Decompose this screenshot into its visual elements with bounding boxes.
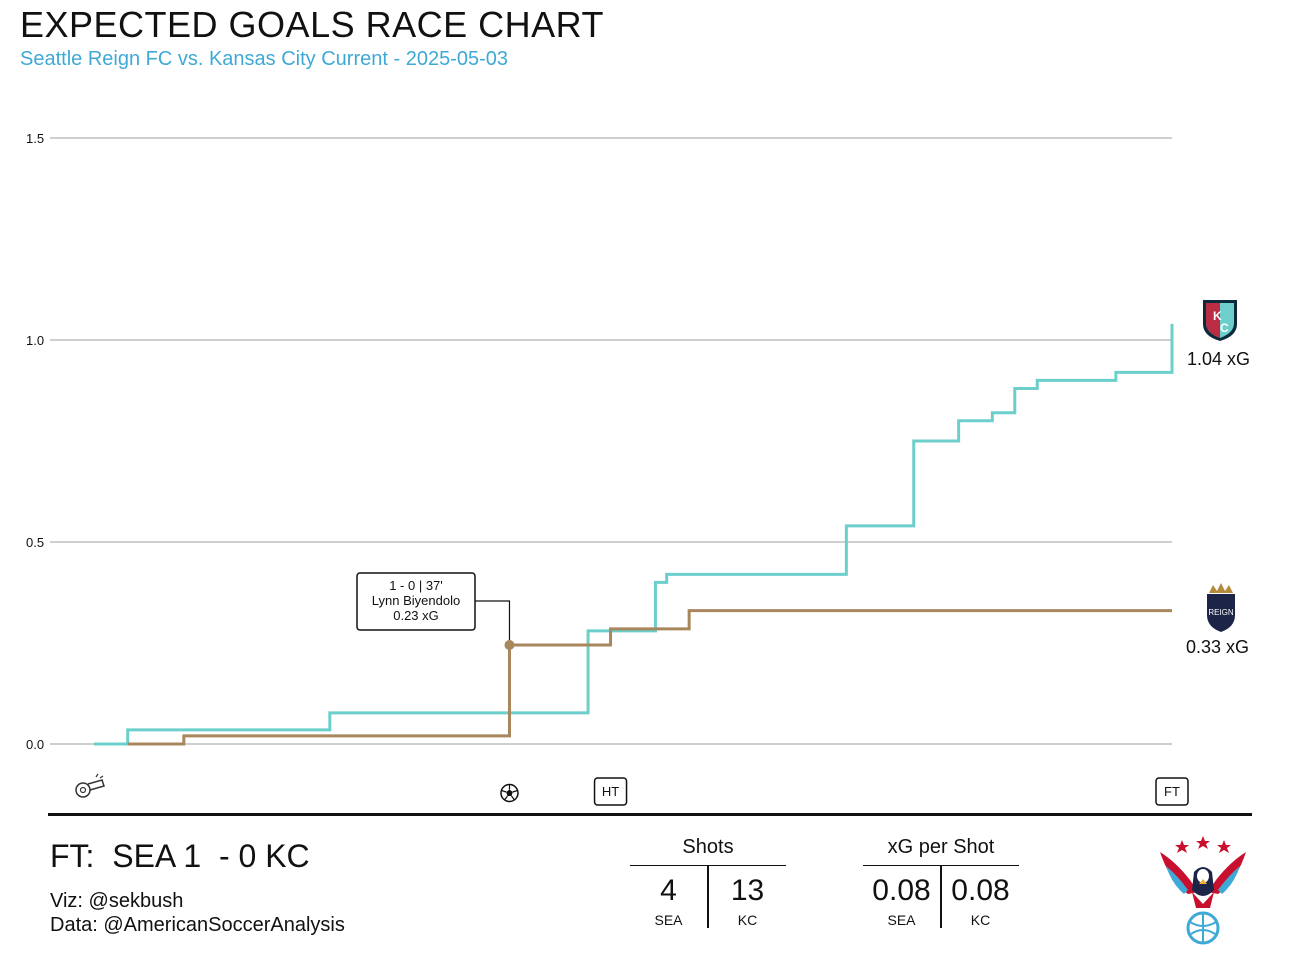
reign-crest-icon: REIGN xyxy=(1203,583,1239,633)
kc-current-crest-icon: K C xyxy=(1201,298,1239,342)
sea-shots-label: SEA xyxy=(654,912,683,928)
xg-race-chart: 0.0 0.5 1.0 1.5 1 - 0 | 37'Lynn Biyendolo0.… xyxy=(26,131,1189,806)
chart-title: EXPECTED GOALS RACE CHART xyxy=(20,4,604,45)
y-tick-label: 0.0 xyxy=(26,737,44,752)
svg-text:C: C xyxy=(1220,321,1229,335)
kc-xg-per-shot-label: KC xyxy=(970,912,991,928)
annotation-text: 0.23 xG xyxy=(393,608,439,623)
y-tick-label: 1.5 xyxy=(26,131,44,146)
final-score: FT: SEA 1 - 0 KC xyxy=(50,838,310,874)
event-marker-ft: FT xyxy=(1155,777,1189,806)
american-soccer-analysis-eagle-icon xyxy=(1158,832,1248,948)
y-tick-label: 1.0 xyxy=(26,333,44,348)
kc-final-xg-label: 1.04 xG xyxy=(1187,349,1251,369)
annotation-text: 1 - 0 | 37' xyxy=(389,578,443,593)
data-credit: Data: @AmericanSoccerAnalysis xyxy=(50,914,345,936)
event-label: FT xyxy=(1164,784,1180,799)
sea-xg-per-shot-label: SEA xyxy=(887,912,916,928)
annotation-leader xyxy=(474,600,511,646)
y-tick-label: 0.5 xyxy=(26,535,44,550)
shots-title: Shots xyxy=(630,836,786,866)
annotation-box xyxy=(356,572,476,631)
chart-subtitle: Seattle Reign FC vs. Kansas City Current… xyxy=(20,48,508,70)
annotation-text: Lynn Biyendolo xyxy=(372,593,460,608)
svg-text:REIGN: REIGN xyxy=(1208,608,1234,617)
kc-shots-value: 13 xyxy=(730,874,765,907)
svg-text:K: K xyxy=(1213,309,1222,323)
event-marker-ht: HT xyxy=(593,777,628,806)
sea-final-xg-label: 0.33 xG xyxy=(1186,637,1250,657)
viz-credit: Viz: @sekbush xyxy=(50,890,184,912)
footer-divider xyxy=(48,813,1252,816)
shots-stat: Shots 4 SEA 13 KC xyxy=(630,836,786,928)
series-line-kc xyxy=(94,323,1174,746)
kc-xg-per-shot-value: 0.08 xyxy=(951,874,1010,907)
whistle-icon xyxy=(75,773,105,798)
xg-per-shot-title: xG per Shot xyxy=(863,836,1019,866)
sea-xg-per-shot-value: 0.08 xyxy=(872,874,931,907)
soccer-ball-icon xyxy=(500,783,519,803)
goal-marker xyxy=(504,640,515,651)
series-line-sea xyxy=(127,609,1172,746)
event-label: HT xyxy=(602,784,619,799)
xg-per-shot-stat: xG per Shot 0.08 SEA 0.08 KC xyxy=(863,836,1019,928)
kc-shots-label: KC xyxy=(737,912,758,928)
sea-shots-value: 4 xyxy=(660,874,677,907)
